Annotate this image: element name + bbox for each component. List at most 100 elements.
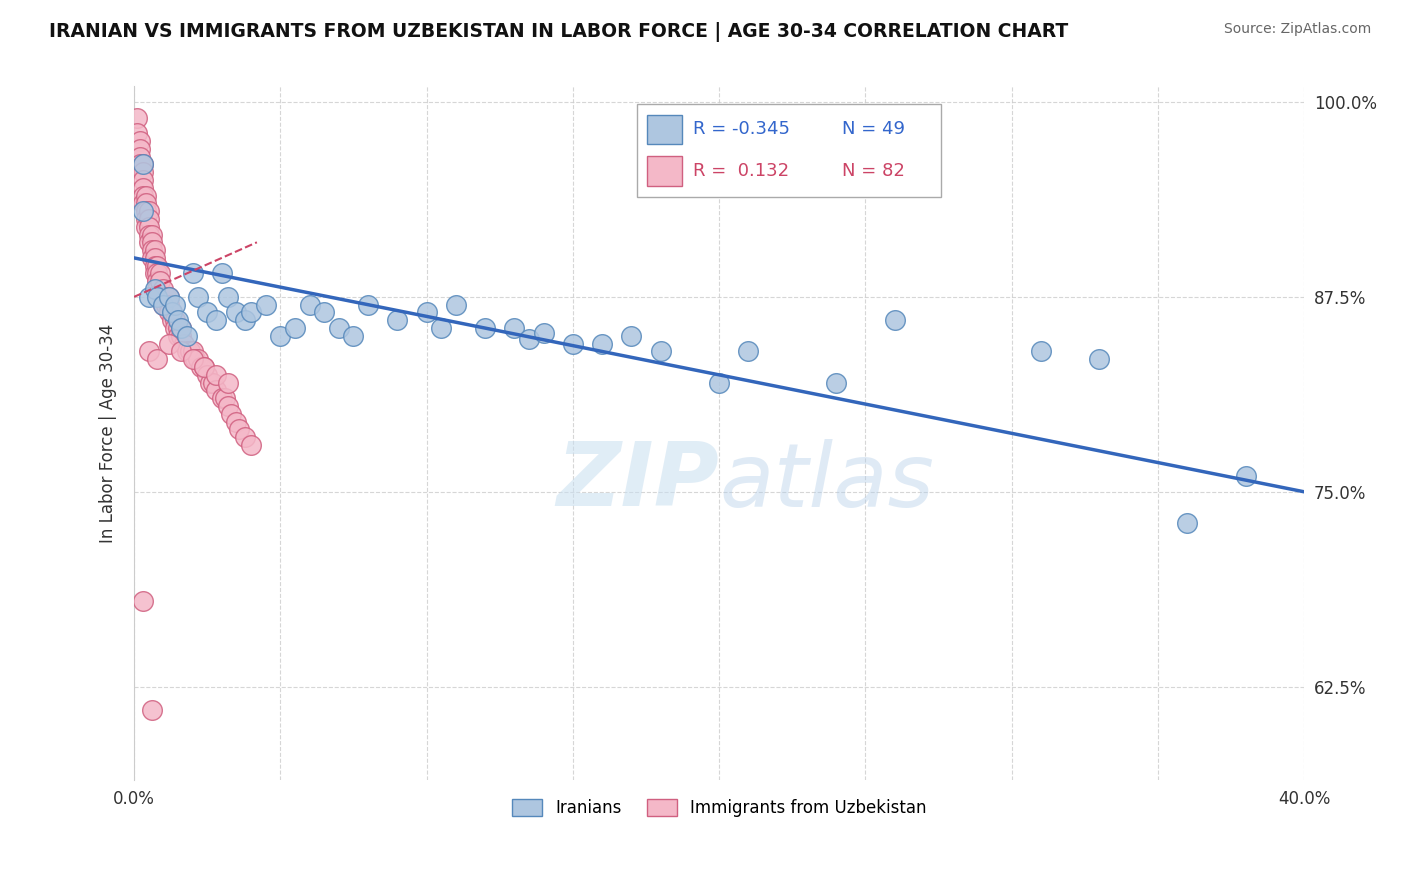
FancyBboxPatch shape [637, 103, 942, 197]
Point [146, 352, 169, 367]
Point [157, 290, 180, 304]
Point [143, 251, 166, 265]
Point [187, 290, 209, 304]
Point [146, 259, 169, 273]
Point [167, 329, 190, 343]
Point [170, 321, 193, 335]
Point [240, 305, 263, 319]
Point [132, 196, 155, 211]
Point [181, 344, 204, 359]
Point [128, 142, 150, 156]
Point [883, 313, 905, 327]
Point [146, 267, 169, 281]
Point [132, 157, 155, 171]
Point [163, 313, 186, 327]
Legend: Iranians, Immigrants from Uzbekistan: Iranians, Immigrants from Uzbekistan [505, 792, 934, 824]
Point [160, 305, 183, 319]
Point [184, 352, 207, 367]
Point [128, 149, 150, 163]
Point [141, 235, 163, 250]
Point [503, 321, 526, 335]
Point [591, 336, 613, 351]
Point [284, 321, 307, 335]
Bar [647, 156, 682, 186]
Point [132, 173, 155, 187]
Point [141, 251, 163, 265]
Point [146, 290, 169, 304]
Point [132, 204, 155, 219]
Point [149, 267, 172, 281]
Point [205, 384, 228, 398]
Bar [647, 115, 682, 144]
Point [225, 415, 247, 429]
Point [138, 235, 160, 250]
Point [143, 282, 166, 296]
Point [152, 282, 174, 296]
Point [132, 188, 155, 202]
Point [225, 305, 247, 319]
Point [217, 399, 239, 413]
Point [138, 219, 160, 234]
Point [132, 594, 155, 608]
Point [533, 326, 555, 340]
Point [170, 321, 193, 335]
Point [141, 703, 163, 717]
Point [141, 227, 163, 242]
Point [132, 180, 155, 194]
Point [1088, 352, 1111, 367]
Point [193, 359, 215, 374]
Point [1175, 516, 1198, 530]
Point [157, 305, 180, 319]
Point [214, 391, 236, 405]
Point [415, 305, 437, 319]
Text: ZIP: ZIP [557, 438, 718, 525]
Text: N = 49: N = 49 [842, 120, 905, 138]
Point [146, 282, 169, 296]
Y-axis label: In Labor Force | Age 30-34: In Labor Force | Age 30-34 [100, 324, 117, 543]
Point [825, 376, 848, 390]
Point [240, 438, 263, 452]
Point [143, 267, 166, 281]
Point [190, 359, 212, 374]
Point [125, 126, 148, 140]
Point [152, 290, 174, 304]
Text: R =  0.132: R = 0.132 [693, 162, 790, 180]
Text: atlas: atlas [718, 439, 934, 524]
Point [254, 298, 277, 312]
Point [181, 267, 204, 281]
Point [202, 376, 225, 390]
Point [167, 313, 190, 327]
Point [1234, 469, 1257, 483]
Point [328, 321, 350, 335]
Point [138, 211, 160, 226]
Point [298, 298, 321, 312]
Point [217, 290, 239, 304]
Point [195, 368, 218, 382]
Point [198, 376, 221, 390]
Point [152, 298, 174, 312]
Point [149, 274, 172, 288]
Point [314, 305, 336, 319]
Point [141, 243, 163, 257]
Point [128, 157, 150, 171]
Point [217, 376, 239, 390]
Point [228, 422, 250, 436]
Point [561, 336, 583, 351]
Point [205, 313, 228, 327]
Point [176, 329, 198, 343]
Point [135, 196, 157, 211]
Point [170, 329, 193, 343]
Point [157, 336, 180, 351]
Point [135, 204, 157, 219]
Point [152, 298, 174, 312]
Point [205, 368, 228, 382]
Point [342, 329, 364, 343]
Point [233, 430, 256, 444]
Point [1029, 344, 1052, 359]
Text: Source: ZipAtlas.com: Source: ZipAtlas.com [1223, 22, 1371, 37]
Point [474, 321, 496, 335]
Point [135, 188, 157, 202]
Text: R = -0.345: R = -0.345 [693, 120, 790, 138]
Point [143, 243, 166, 257]
Point [146, 274, 169, 288]
